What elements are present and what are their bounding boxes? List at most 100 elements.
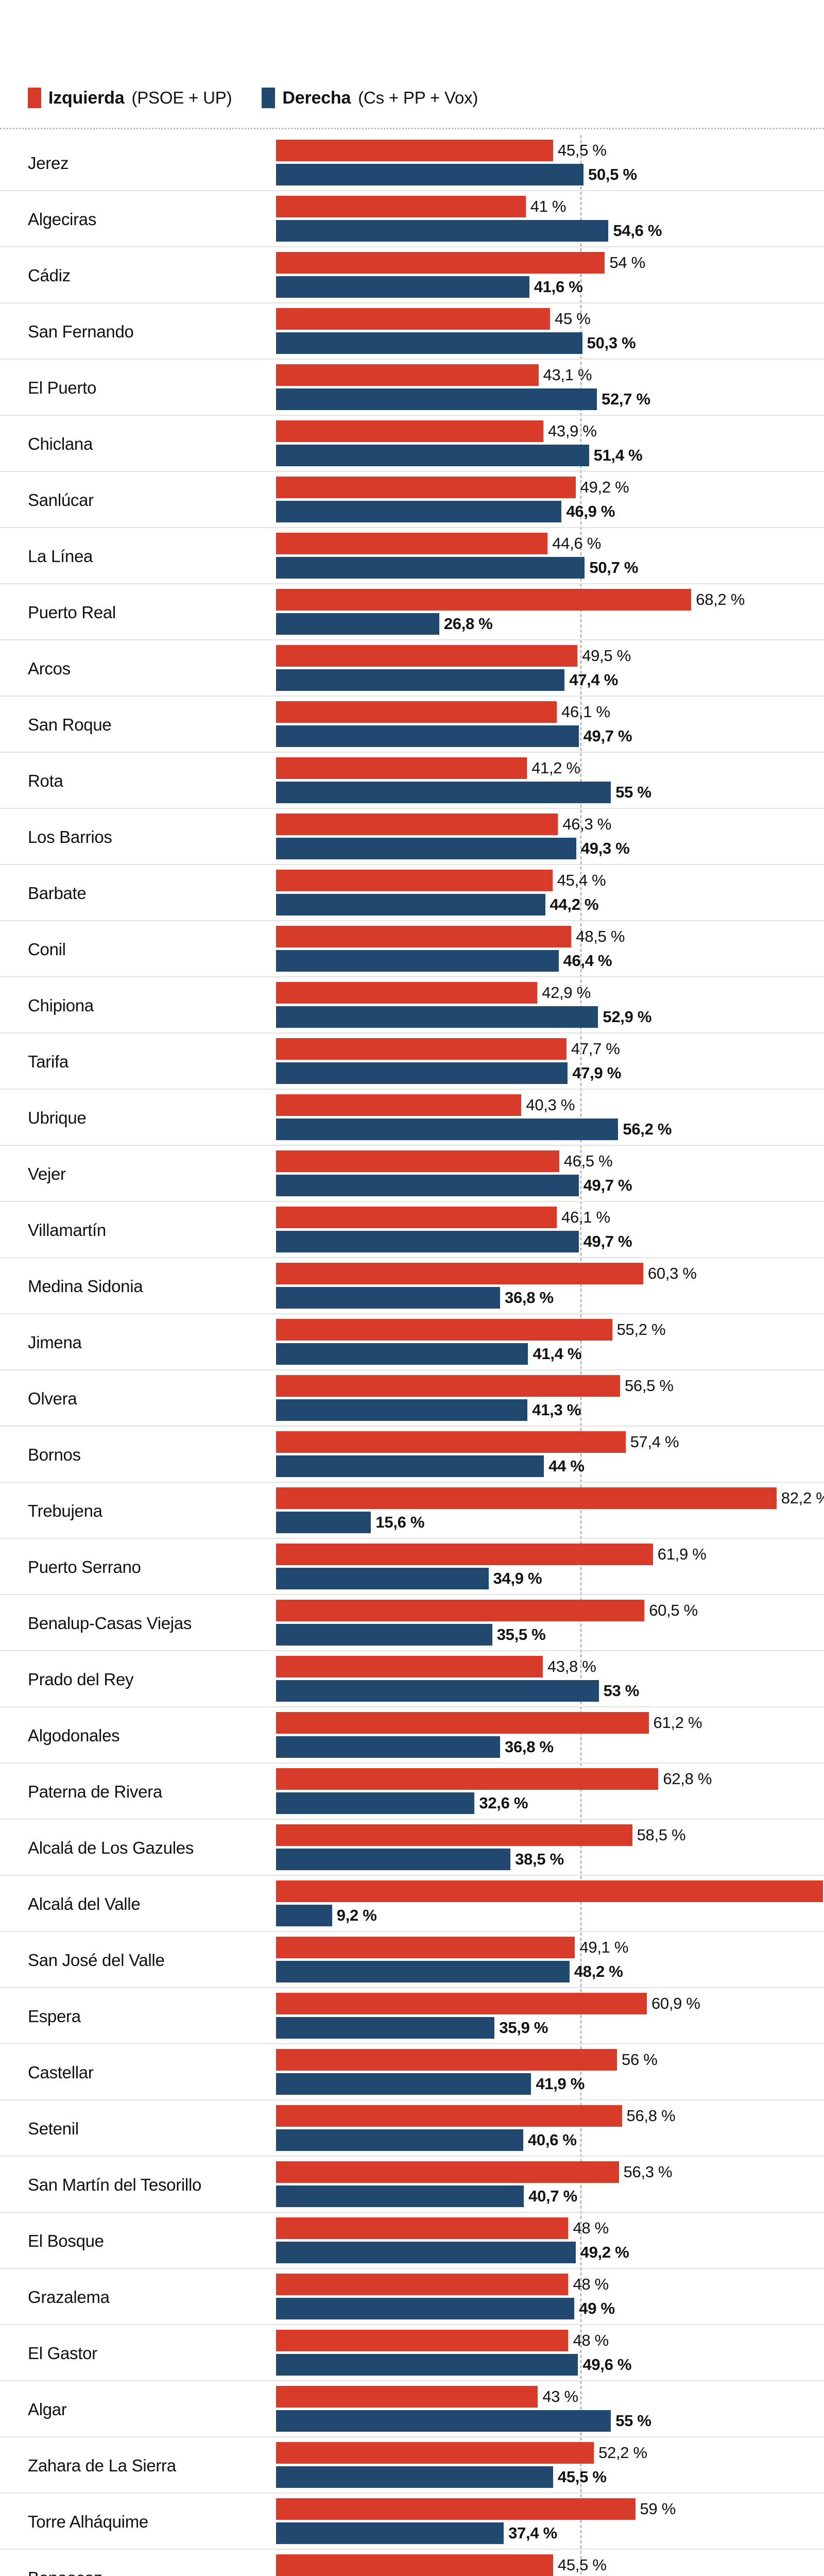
bar-group-left: 49,5 % bbox=[276, 645, 631, 667]
chart-row: Torre Alháquime 59 % 37,4 % bbox=[0, 2494, 824, 2550]
row-label: El Puerto bbox=[28, 378, 97, 397]
bar-group-right: 32,6 % bbox=[276, 1792, 528, 1814]
row-label: Ubrique bbox=[28, 1108, 87, 1127]
bar-value-right: 50,5 % bbox=[588, 165, 637, 183]
bar-group-right: 47,4 % bbox=[276, 669, 618, 691]
bar-left bbox=[276, 1768, 659, 1790]
bar-left bbox=[276, 533, 548, 554]
bar-value-left: 41,2 % bbox=[531, 759, 580, 777]
bar-group-left: 43,9 % bbox=[276, 420, 597, 442]
bar-group-left: 49,2 % bbox=[276, 477, 629, 498]
bar-group-left: 41 % bbox=[276, 196, 566, 217]
bar-group-left: 56 % bbox=[276, 2049, 658, 2071]
bar-value-left: 56,8 % bbox=[626, 2107, 676, 2125]
bar-value-right: 49,6 % bbox=[582, 2355, 632, 2374]
bar-right bbox=[276, 613, 439, 635]
bar-right bbox=[276, 2298, 575, 2319]
chart-row: Paterna de Rivera 62,8 % 32,6 % bbox=[0, 1764, 824, 1820]
row-label: Villamartín bbox=[28, 1220, 106, 1240]
row-label: Zahara de La Sierra bbox=[28, 2455, 176, 2475]
bar-right bbox=[276, 1792, 475, 1814]
chart-legend: Izquierda (PSOE + UP) Derecha (Cs + PP +… bbox=[28, 86, 478, 110]
bar-group-right: 26,8 % bbox=[276, 613, 493, 635]
bar-group-right: 48,2 % bbox=[276, 1961, 623, 1982]
bar-group-left: 62,8 % bbox=[276, 1768, 712, 1790]
bar-right bbox=[276, 1849, 511, 1870]
bar-group-left: 56,5 % bbox=[276, 1375, 674, 1397]
bar-value-left: 46,3 % bbox=[562, 815, 612, 833]
legend-label-derecha: Derecha bbox=[282, 88, 351, 108]
bar-group-left: 40,3 % bbox=[276, 1094, 575, 1116]
row-bars: 61,2 % 36,8 % bbox=[276, 1707, 824, 1764]
bar-value-right: 41,9 % bbox=[536, 2075, 585, 2093]
bar-group-left: 52,2 % bbox=[276, 2442, 647, 2464]
bar-left bbox=[276, 1150, 559, 1172]
bar-right bbox=[276, 1062, 568, 1084]
bar-group-right: 36,8 % bbox=[276, 1736, 554, 1758]
row-bars: 43 % 55 % bbox=[276, 2381, 824, 2437]
bar-value-left: 54 % bbox=[609, 253, 645, 272]
bar-right bbox=[276, 388, 597, 410]
row-bars: 52,2 % 45,5 % bbox=[276, 2437, 824, 2494]
chart-row: Algodonales 61,2 % 36,8 % bbox=[0, 1707, 824, 1764]
bar-right bbox=[276, 2242, 576, 2263]
bar-group-right: 36,8 % bbox=[276, 1287, 554, 1309]
bar-value-left: 56 % bbox=[622, 2050, 658, 2069]
bar-value-right: 41,4 % bbox=[533, 1345, 582, 1363]
row-label: Los Barrios bbox=[28, 827, 112, 846]
bar-value-right: 45,5 % bbox=[557, 2468, 607, 2486]
bar-group-left: 45,5 % bbox=[276, 2554, 607, 2576]
bar-value-left: 49,1 % bbox=[579, 1938, 629, 1956]
bar-value-right: 55 % bbox=[615, 2412, 651, 2430]
legend-divider bbox=[0, 128, 824, 129]
row-label: El Gastor bbox=[28, 2343, 97, 2363]
bar-group-left: 43,8 % bbox=[276, 1656, 596, 1677]
bar-group-left: 61,2 % bbox=[276, 1712, 702, 1734]
chart-row: Cádiz 54 % 41,6 % bbox=[0, 247, 824, 303]
bar-left bbox=[276, 926, 572, 947]
bar-value-left: 61,9 % bbox=[657, 1545, 707, 1563]
bar-group-left: 89,8 % bbox=[276, 1880, 824, 1902]
row-label: Benaocaz bbox=[28, 2550, 270, 2576]
bar-right bbox=[276, 1905, 332, 1926]
bar-value-right: 49,2 % bbox=[580, 2243, 629, 2261]
chart-row: Arcos 49,5 % 47,4 % bbox=[0, 640, 824, 697]
legend-swatch-derecha-icon bbox=[262, 88, 276, 108]
row-label: Trebujena bbox=[28, 1501, 102, 1520]
bar-group-left: 57,4 % bbox=[276, 1431, 679, 1453]
row-bars: 68,2 % 26,8 % bbox=[276, 584, 824, 640]
chart-row: Prado del Rey 43,8 % 53 % bbox=[0, 1651, 824, 1707]
bar-value-left: 68,2 % bbox=[696, 590, 745, 608]
row-label: Bornos bbox=[28, 1445, 81, 1464]
bar-group-right: 34,9 % bbox=[276, 1568, 542, 1589]
bar-group-right: 40,7 % bbox=[276, 2185, 577, 2207]
bar-left bbox=[276, 1937, 575, 1958]
bar-left bbox=[276, 589, 692, 611]
bar-right bbox=[276, 1512, 371, 1533]
row-bars: 41 % 54,6 % bbox=[276, 191, 824, 247]
bar-group-left: 60,3 % bbox=[276, 1263, 697, 1284]
bar-left bbox=[276, 1319, 612, 1341]
bar-value-right: 38,5 % bbox=[515, 1850, 564, 1868]
bar-right bbox=[276, 2410, 611, 2432]
bar-left bbox=[276, 1993, 647, 2014]
bar-value-left: 43,9 % bbox=[547, 422, 597, 440]
bar-value-right: 34,9 % bbox=[493, 1569, 542, 1587]
row-label: Jimena bbox=[28, 1332, 82, 1352]
bar-value-right: 49,3 % bbox=[580, 839, 630, 857]
bar-value-left: 82,2 % bbox=[781, 1489, 824, 1507]
bar-group-right: 56,2 % bbox=[276, 1118, 672, 1140]
row-label: Benalup-Casas Viejas bbox=[28, 1613, 192, 1633]
bar-value-left: 60,9 % bbox=[651, 1994, 700, 2012]
bar-left bbox=[276, 1207, 557, 1228]
bar-group-left: 58,5 % bbox=[276, 1824, 686, 1846]
bar-group-right: 50,7 % bbox=[276, 557, 638, 579]
row-bars: 45,5 %52,4 % bbox=[276, 2550, 824, 2576]
bar-group-right: 35,9 % bbox=[276, 2017, 548, 2039]
row-label: Algar bbox=[28, 2399, 67, 2419]
bar-value-right: 32,6 % bbox=[479, 1794, 528, 1812]
bar-left bbox=[276, 1600, 645, 1621]
bar-value-left: 55,2 % bbox=[616, 1320, 666, 1338]
row-label: San Martín del Tesorillo bbox=[28, 2175, 202, 2194]
bar-value-left: 58,5 % bbox=[637, 1826, 686, 1844]
